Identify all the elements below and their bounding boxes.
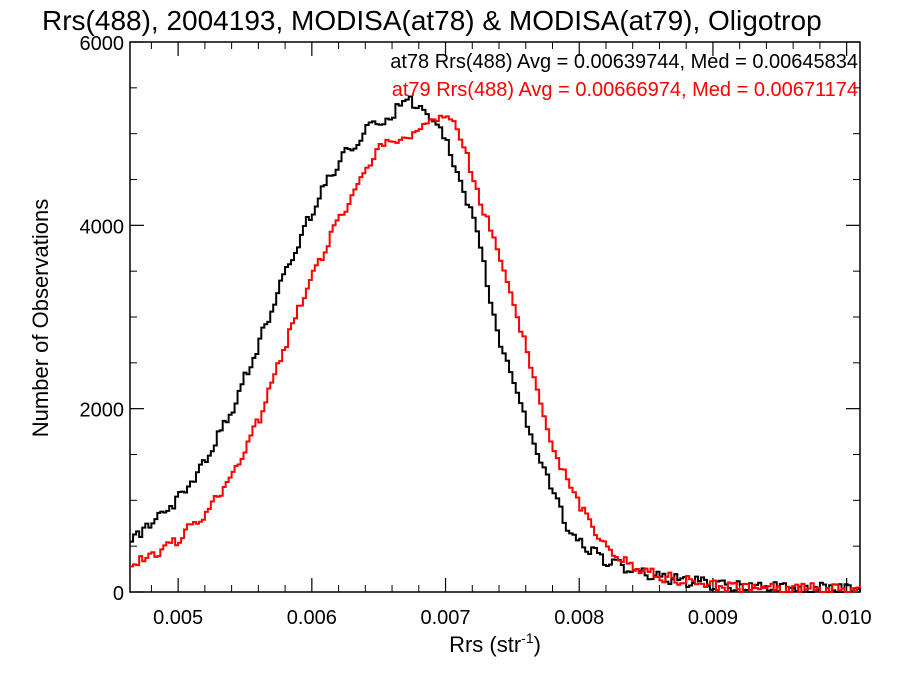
x-tick-label: 0.008 [554, 607, 604, 629]
series-line-at78 [130, 95, 861, 593]
x-axis-ticks: 0.005 0.006 0.007 0.008 0.009 0.010 [150, 42, 872, 629]
x-tick-label: 0.005 [153, 607, 203, 629]
y-axis-ticks: 0 2000 4000 6000 [80, 33, 860, 605]
y-tick-label: 4000 [80, 216, 125, 238]
x-axis-label: Rrs (str-1) [449, 630, 541, 657]
series-line-at79 [130, 114, 861, 593]
y-axis-label: Number of Observations [28, 199, 53, 437]
y-tick-label: 6000 [80, 33, 125, 55]
series-annotation-at79: at79 Rrs(488) Avg = 0.00666974, Med = 0.… [392, 79, 858, 101]
x-tick-label: 0.009 [688, 607, 738, 629]
series-layer [130, 95, 861, 593]
chart-title: Rrs(488), 2004193, MODISA(at78) & MODISA… [42, 5, 822, 36]
y-tick-label: 0 [113, 583, 124, 605]
x-tick-label: 0.010 [822, 607, 872, 629]
x-tick-label: 0.007 [420, 607, 470, 629]
x-axis-label-superscript: -1 [521, 630, 534, 646]
series-annotation-at78: at78 Rrs(488) Avg = 0.00639744, Med = 0.… [390, 51, 858, 73]
y-tick-label: 2000 [80, 400, 125, 422]
x-axis-label-main: Rrs (str [449, 632, 521, 657]
x-tick-label: 0.006 [287, 607, 337, 629]
x-axis-label-suffix: ) [534, 632, 541, 657]
